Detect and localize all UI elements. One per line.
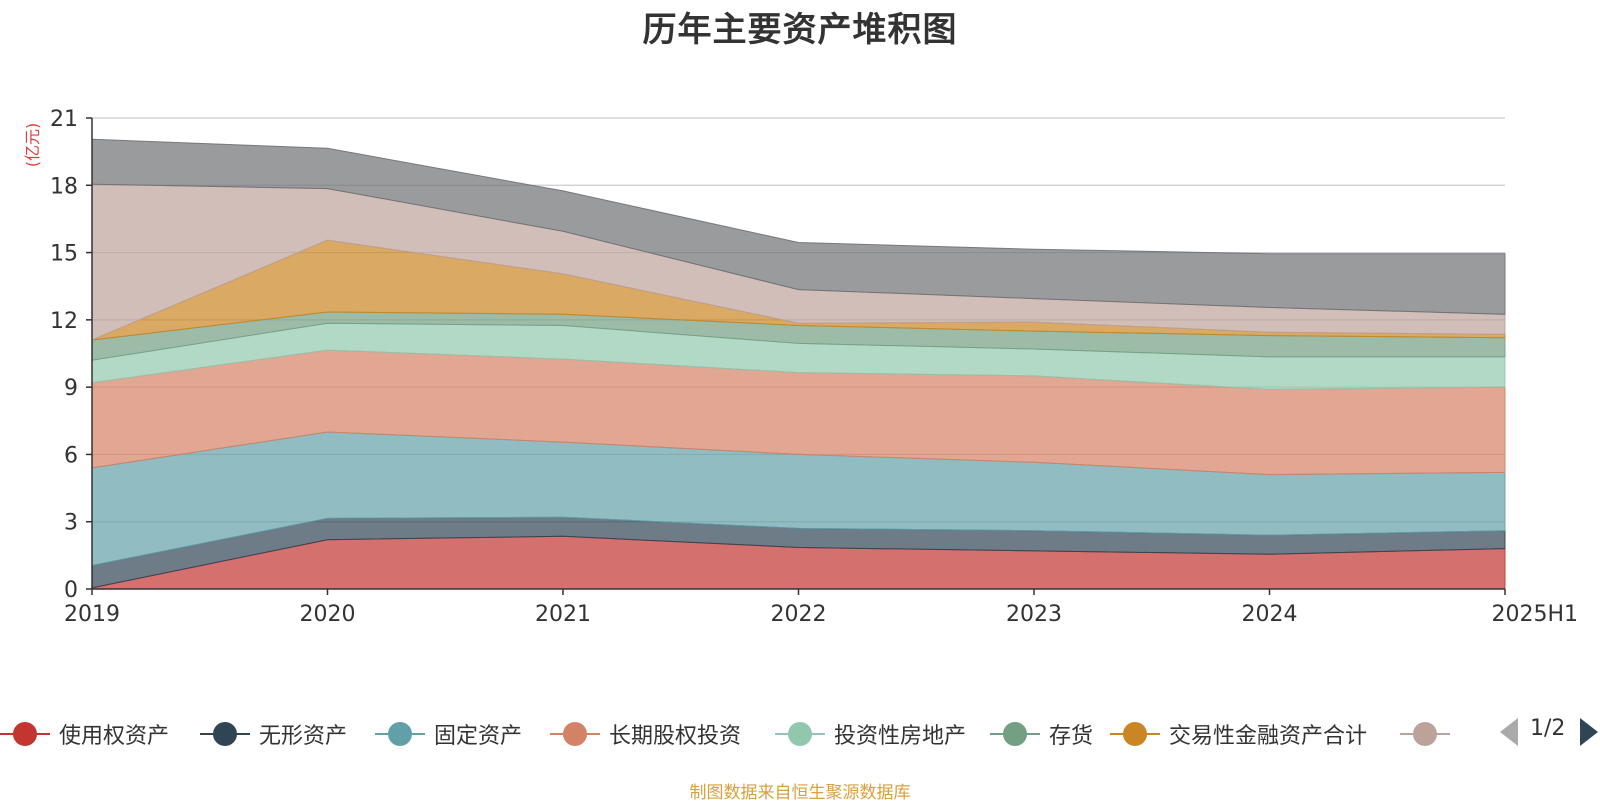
axes: 0 3 6 9 12 15 18 21 2019 2020 2021 2022 2023 2024 2025… — [50, 107, 1578, 627]
legend-item-2[interactable]: 固定资产 — [375, 714, 522, 754]
legend-marker-icon — [550, 719, 600, 749]
legend-label: 存货 — [1049, 724, 1094, 749]
legend-marker-icon — [990, 719, 1040, 749]
x-tick-label: 2021 — [535, 602, 591, 627]
x-tick-label: 2025H1 — [1491, 602, 1578, 627]
area-series-8 — [91, 138, 1506, 315]
legend-item-5[interactable]: 存货 — [990, 714, 1093, 754]
y-tick-label: 0 — [64, 578, 78, 603]
legend-label: 固定资产 — [434, 724, 523, 749]
chart-plot: 0 3 6 9 12 15 18 21 2019 2020 2021 2022 2023 2024 2025… — [23, 107, 1578, 627]
legend-item-4[interactable]: 投资性房地产 — [775, 714, 966, 754]
legend-label: 无形资产 — [259, 724, 348, 749]
x-tick-label: 2022 — [771, 602, 827, 627]
legend: 使用权资产 无形资产 固定资产 长期股权投资 投资性房地产 存货 交易性金融资产合计 — [0, 714, 1600, 754]
x-tick-label: 2019 — [64, 602, 120, 627]
y-tick-label: 21 — [50, 107, 78, 132]
chart-title: 历年主要资产堆积图 — [642, 10, 958, 50]
legend-label: 使用权资产 — [59, 724, 170, 749]
x-tick-label: 2023 — [1006, 602, 1062, 627]
legend-marker-icon — [775, 719, 825, 749]
y-tick-label: 9 — [64, 376, 78, 401]
legend-marker-icon — [200, 719, 250, 749]
legend-label: 长期股权投资 — [609, 724, 742, 749]
legend-page-indicator: 1/2 — [1530, 716, 1566, 741]
stacked-areas — [91, 138, 1506, 590]
legend-item-7[interactable] — [1400, 714, 1450, 754]
legend-next-page-icon[interactable] — [1580, 718, 1598, 746]
legend-item-1[interactable]: 无形资产 — [200, 714, 347, 754]
legend-label: 交易性金融资产合计 — [1169, 724, 1368, 749]
x-tick-label: 2024 — [1242, 602, 1298, 627]
legend-prev-page-icon[interactable] — [1500, 718, 1518, 746]
legend-marker-icon — [1400, 719, 1450, 749]
y-tick-label: 3 — [64, 511, 78, 536]
x-tick-label: 2020 — [300, 602, 356, 627]
y-tick-label: 6 — [64, 443, 78, 468]
legend-marker-icon — [0, 719, 50, 749]
legend-item-0[interactable]: 使用权资产 — [0, 714, 169, 754]
legend-label: 投资性房地产 — [834, 724, 967, 749]
legend-marker-icon — [1110, 719, 1160, 749]
legend-item-6[interactable]: 交易性金融资产合计 — [1110, 714, 1367, 754]
y-tick-label: 18 — [50, 174, 78, 199]
y-axis-unit-label: (亿元) — [23, 123, 42, 168]
legend-marker-icon — [375, 719, 425, 749]
legend-item-3[interactable]: 长期股权投资 — [550, 714, 741, 754]
y-tick-label: 12 — [50, 309, 78, 334]
y-tick-label: 15 — [50, 242, 78, 267]
source-note: 制图数据来自恒生聚源数据库 — [689, 783, 911, 803]
